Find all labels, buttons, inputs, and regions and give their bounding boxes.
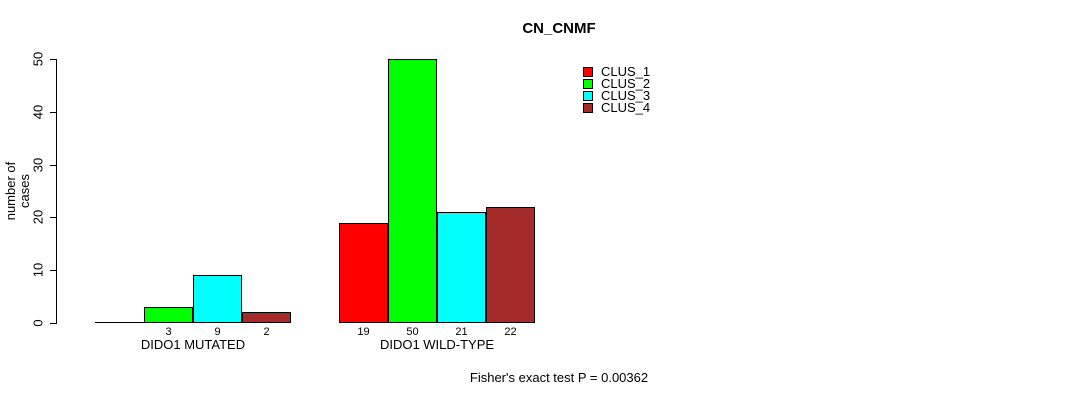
x-category-label-wild-type: DIDO1 WILD-TYPE bbox=[379, 337, 495, 352]
legend-label-clus_4: CLUS_4 bbox=[601, 100, 651, 115]
legend: CLUS_1 CLUS_2 CLUS_3 CLUS_4 bbox=[583, 64, 651, 115]
y-tick-10 bbox=[50, 270, 57, 271]
legend-swatch-clus_2 bbox=[583, 79, 593, 89]
bar-value-label-clus_4-mutated: 2 bbox=[263, 326, 270, 338]
y-tick-label-30: 30 bbox=[30, 157, 46, 173]
bar-value-label-clus_3-wild-type: 21 bbox=[455, 326, 468, 338]
legend-item-clus_2: CLUS_2 bbox=[583, 76, 651, 91]
y-axis-title: number of cases bbox=[3, 161, 32, 221]
legend-label-clus_1: CLUS_1 bbox=[601, 64, 651, 79]
y-tick-label-0: 0 bbox=[30, 319, 46, 327]
legend-item-clus_3: CLUS_3 bbox=[583, 88, 651, 103]
x-category-label-mutated: DIDO1 MUTATED bbox=[140, 337, 246, 352]
y-axis-line bbox=[56, 59, 57, 324]
legend-swatch-clus_1 bbox=[583, 67, 593, 77]
y-tick-label-10: 10 bbox=[30, 262, 46, 278]
y-tick-0 bbox=[50, 323, 57, 324]
bar-clus_2-wild-type bbox=[388, 59, 437, 323]
y-tick-40 bbox=[50, 112, 57, 113]
bar-value-label-clus_1-wild-type: 19 bbox=[357, 326, 370, 338]
legend-label-clus_3: CLUS_3 bbox=[601, 88, 651, 103]
bar-value-label-clus_2-mutated: 3 bbox=[165, 326, 172, 338]
y-tick-label-20: 20 bbox=[30, 209, 46, 225]
bar-value-label-clus_3-mutated: 9 bbox=[214, 326, 221, 338]
y-tick-label-40: 40 bbox=[30, 104, 46, 120]
bar-clus_1-mutated bbox=[95, 322, 144, 323]
bar-clus_2-mutated bbox=[144, 307, 193, 323]
y-tick-50 bbox=[50, 59, 57, 60]
legend-swatch-clus_3 bbox=[583, 91, 593, 101]
bar-value-label-clus_4-wild-type: 22 bbox=[504, 326, 517, 338]
bar-clus_1-wild-type bbox=[339, 223, 388, 323]
legend-item-clus_4: CLUS_4 bbox=[583, 100, 651, 115]
y-tick-20 bbox=[50, 217, 57, 218]
legend-item-clus_1: CLUS_1 bbox=[583, 64, 651, 79]
bar-clus_3-wild-type bbox=[437, 212, 486, 323]
y-tick-label-50: 50 bbox=[30, 51, 46, 67]
bar-clus_4-wild-type bbox=[486, 207, 535, 323]
legend-swatch-clus_4 bbox=[583, 103, 593, 113]
bar-clus_4-mutated bbox=[242, 312, 291, 323]
bar-value-label-clus_2-wild-type: 50 bbox=[406, 326, 419, 338]
bar-clus_3-mutated bbox=[193, 275, 242, 323]
caption-fishers-test: Fisher's exact test P = 0.00362 bbox=[469, 370, 649, 385]
chart-title: CN_CNMF bbox=[522, 20, 596, 37]
legend-label-clus_2: CLUS_2 bbox=[601, 76, 651, 91]
y-tick-30 bbox=[50, 165, 57, 166]
